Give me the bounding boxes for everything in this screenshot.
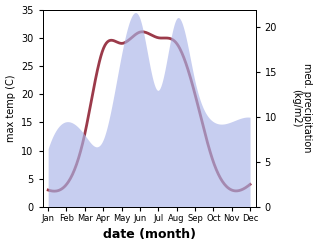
Y-axis label: med. precipitation
(kg/m2): med. precipitation (kg/m2) xyxy=(291,63,313,153)
X-axis label: date (month): date (month) xyxy=(103,228,196,242)
Y-axis label: max temp (C): max temp (C) xyxy=(5,75,16,142)
